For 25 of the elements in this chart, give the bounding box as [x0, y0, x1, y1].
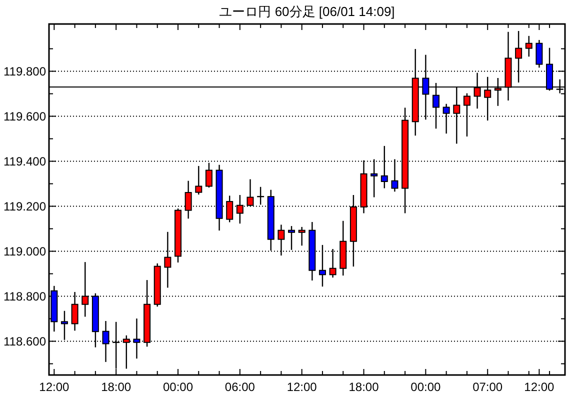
y-tick-label: 118.600: [4, 334, 46, 348]
candlestick: [195, 165, 202, 196]
y-tick-label: 119.400: [4, 154, 46, 168]
x-tick-label: 18:00: [101, 380, 132, 394]
candlestick: [298, 226, 306, 246]
y-tick-label: 118.800: [4, 289, 46, 304]
y-tick-label: 119.600: [4, 109, 46, 124]
x-tick-label: 12:00: [39, 380, 70, 394]
y-tick-label: 119.200: [4, 199, 46, 214]
x-tick-label: 06:00: [224, 380, 256, 394]
y-tick-label: 119.000: [4, 244, 46, 258]
x-tick-label: 18:00: [348, 380, 380, 394]
chart-title: ユーロ円 60分足 [06/01 14:09]: [219, 4, 395, 19]
candlestick: [536, 39, 543, 68]
x-tick-label: 00:00: [410, 380, 442, 394]
candlestick: [525, 35, 532, 58]
x-tick-label: 07:00: [472, 380, 503, 394]
candlestick: [288, 225, 296, 250]
x-tick-label: 12:00: [286, 380, 318, 394]
candlestick: [318, 244, 326, 288]
candlestick: [133, 318, 140, 360]
y-tick-label: 119.800: [4, 64, 46, 78]
x-tick-label: 12:00: [524, 380, 555, 394]
candlestick: [226, 195, 234, 223]
x-tick-label: 00:00: [162, 380, 194, 394]
